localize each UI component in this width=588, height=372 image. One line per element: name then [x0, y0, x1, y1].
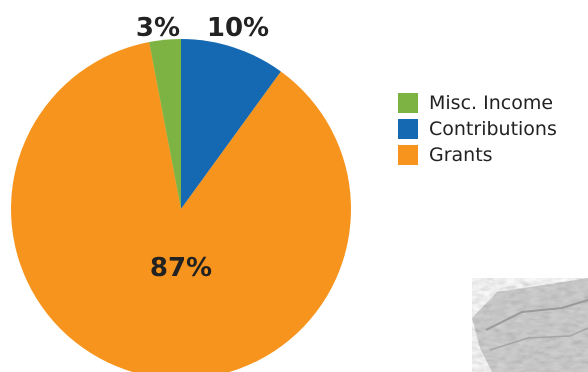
slice-label-misc-income: 3% [136, 13, 180, 43]
decorative-stone-texture [472, 278, 588, 372]
pie-slice-contributions [181, 39, 281, 209]
legend-item-contributions: Contributions [398, 117, 557, 141]
legend-label-contributions: Contributions [429, 118, 557, 140]
legend-label-misc-income: Misc. Income [429, 92, 554, 114]
legend-swatch-grants [398, 145, 418, 165]
legend-label-grants: Grants [429, 144, 493, 166]
chart-legend: Misc. Income Contributions Grants [398, 91, 557, 169]
pie-slice-grants [11, 42, 351, 372]
pie-slice-misc-income [149, 39, 181, 209]
legend-item-misc-income: Misc. Income [398, 91, 557, 115]
legend-swatch-contributions [398, 119, 418, 139]
slice-label-contributions: 10% [207, 13, 269, 43]
legend-item-grants: Grants [398, 143, 557, 167]
legend-swatch-misc-income [398, 93, 418, 113]
slice-label-grants: 87% [150, 253, 212, 283]
pie-slices [11, 39, 351, 372]
